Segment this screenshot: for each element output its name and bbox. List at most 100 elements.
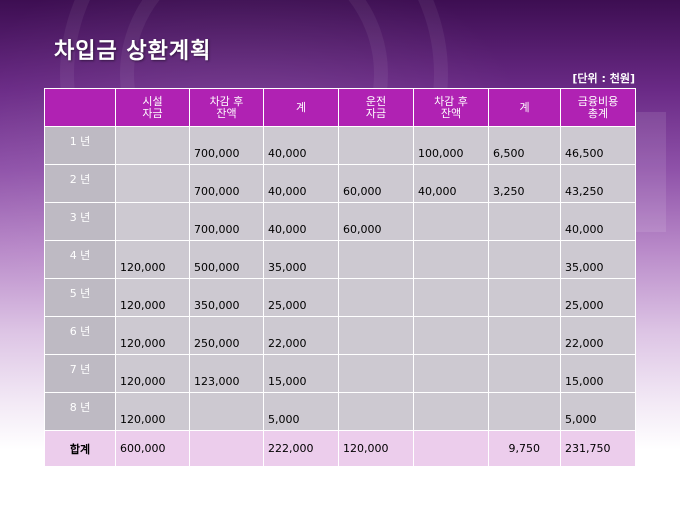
column-header-line: 운전 [365,94,387,108]
table-cell: 250,000 [189,316,264,355]
table-cell: 120,000 [115,278,190,317]
repayment-plan-table: 시설 자금 차감 후 잔액 계 운전 자금 차감 후 잔액 계 금융비용 총계 1 년 700,000 4… [44,88,636,467]
table-cell: 40,000 [263,164,339,203]
table-row: 6 년 120,000 250,000 22,000 22,000 [44,316,636,355]
table-cell: 700,000 [189,126,264,165]
total-cell: 231,750 [560,430,636,467]
table-cell [338,126,414,165]
total-label-cell: 합계 [44,430,116,467]
column-header-balance-after-1: 차감 후 잔액 [189,88,264,127]
year-cell: 2 년 [44,164,116,203]
total-cell: 600,000 [115,430,190,467]
table-cell: 3,250 [488,164,561,203]
table-cell: 5,000 [560,392,636,431]
unit-label: [단위 : 천원] [572,72,635,85]
table-row: 1 년 700,000 40,000 100,000 6,500 46,500 [44,126,636,165]
table-cell [488,316,561,355]
table-cell [413,354,489,393]
table-cell: 15,000 [263,354,339,393]
table-cell [338,316,414,355]
table-cell [488,202,561,241]
column-header-year [44,88,116,127]
table-row: 4 년 120,000 500,000 35,000 35,000 [44,240,636,279]
table-cell [488,240,561,279]
table-cell [338,392,414,431]
table-cell [115,126,190,165]
table-cell [189,392,264,431]
year-cell: 5 년 [44,278,116,317]
table-row: 8 년 120,000 5,000 5,000 [44,392,636,431]
table-cell [488,354,561,393]
table-cell: 700,000 [189,164,264,203]
year-cell: 4 년 [44,240,116,279]
table-row: 7 년 120,000 123,000 15,000 15,000 [44,354,636,393]
year-cell: 7 년 [44,354,116,393]
table-cell: 5,000 [263,392,339,431]
table-cell: 40,000 [560,202,636,241]
table-cell [413,202,489,241]
table-cell [413,392,489,431]
table-cell: 22,000 [263,316,339,355]
table-cell: 120,000 [115,354,190,393]
total-row: 합계 600,000 222,000 120,000 9,750 231,750 [44,430,636,467]
year-cell: 8 년 [44,392,116,431]
column-header-sum-2: 계 [488,88,561,127]
table-cell: 22,000 [560,316,636,355]
column-header-line: 계 [519,100,530,114]
table-header-row: 시설 자금 차감 후 잔액 계 운전 자금 차감 후 잔액 계 금융비용 총계 [44,88,636,127]
table-row: 3 년 700,000 40,000 60,000 40,000 [44,202,636,241]
column-header-sum-1: 계 [263,88,339,127]
page-title: 차입금 상환계획 [54,39,212,64]
table-cell [488,278,561,317]
table-cell: 350,000 [189,278,264,317]
table-row: 5 년 120,000 350,000 25,000 25,000 [44,278,636,317]
table-cell: 700,000 [189,202,264,241]
table-row: 2 년 700,000 40,000 60,000 40,000 3,250 43,250 [44,164,636,203]
table-cell [413,240,489,279]
total-cell [413,430,489,467]
column-header-line: 차감 후 [209,94,244,108]
column-header-line: 금융비용 [577,94,619,108]
table-cell [115,164,190,203]
table-cell: 40,000 [263,126,339,165]
table-cell [338,240,414,279]
table-cell: 35,000 [263,240,339,279]
column-header-line: 총계 [587,106,609,120]
table-cell [488,392,561,431]
column-header-balance-after-2: 차감 후 잔액 [413,88,489,127]
column-header-operating-fund: 운전 자금 [338,88,414,127]
year-cell: 1 년 [44,126,116,165]
year-cell: 3 년 [44,202,116,241]
total-cell: 9,750 [488,430,561,467]
table-cell: 100,000 [413,126,489,165]
table-cell: 40,000 [413,164,489,203]
column-header-line: 차감 후 [434,94,468,108]
table-cell: 120,000 [115,392,190,431]
column-header-line: 계 [295,100,307,114]
table-cell: 120,000 [115,240,190,279]
table-cell: 46,500 [560,126,636,165]
table-cell [338,278,414,317]
table-cell: 123,000 [189,354,264,393]
total-cell: 222,000 [263,430,339,467]
table-cell: 120,000 [115,316,190,355]
column-header-line: 자금 [142,106,163,120]
column-header-line: 잔액 [440,106,462,120]
table-cell: 35,000 [560,240,636,279]
column-header-line: 잔액 [216,106,237,120]
table-cell: 6,500 [488,126,561,165]
table-cell: 15,000 [560,354,636,393]
table-cell [115,202,190,241]
total-cell: 120,000 [338,430,414,467]
table-cell: 25,000 [560,278,636,317]
table-cell: 25,000 [263,278,339,317]
column-header-line: 자금 [365,106,387,120]
table-cell [338,354,414,393]
table-cell: 60,000 [338,164,414,203]
table-cell [413,278,489,317]
column-header-financial-cost-total: 금융비용 총계 [560,88,636,127]
year-cell: 6 년 [44,316,116,355]
table-cell: 40,000 [263,202,339,241]
table-cell: 43,250 [560,164,636,203]
table-cell [413,316,489,355]
